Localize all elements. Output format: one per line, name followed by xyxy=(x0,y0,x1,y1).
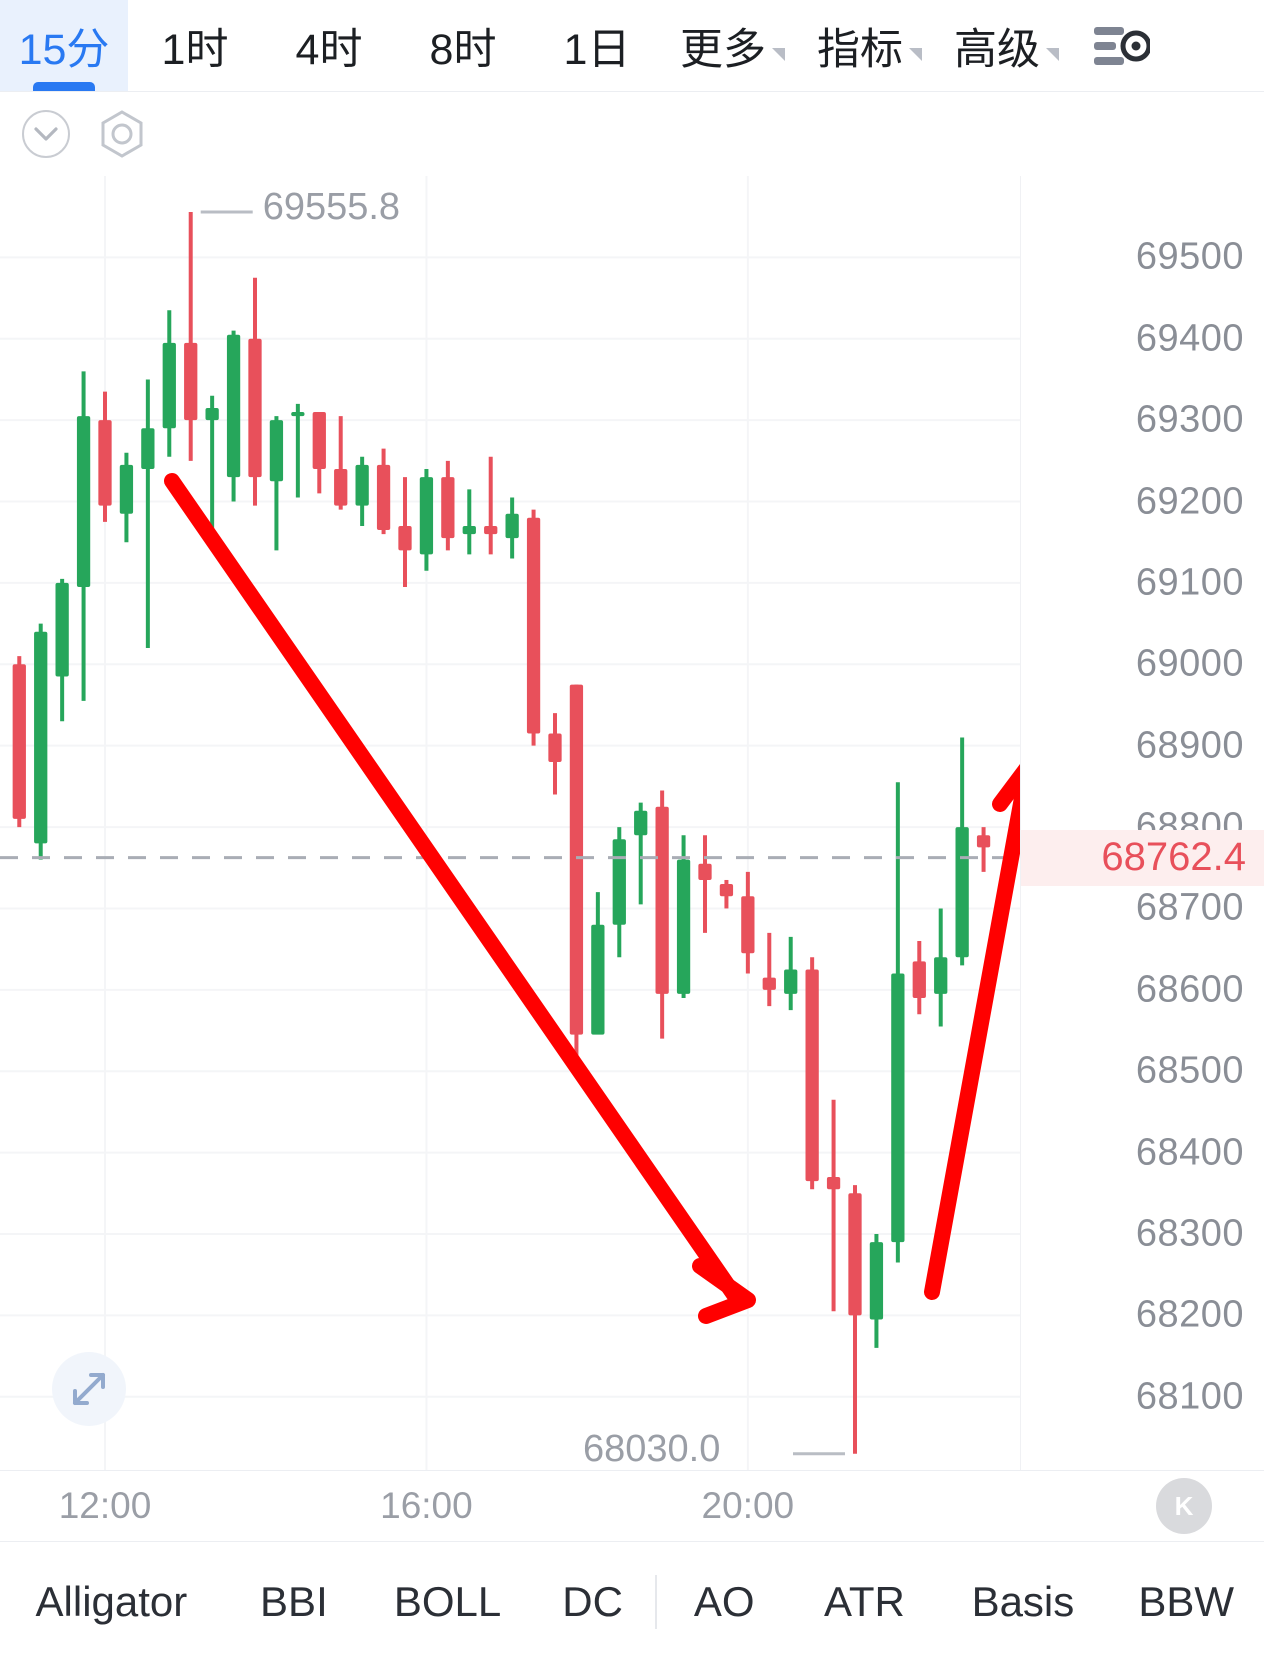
indicator-tab-label: BOLL xyxy=(393,1577,502,1625)
indicator-tab-basis[interactable]: Basis xyxy=(937,1578,1108,1626)
price-markers xyxy=(200,210,845,1456)
indicator-tab-label: Basis xyxy=(971,1577,1075,1625)
indicator-tab-label: Alligator xyxy=(35,1577,188,1625)
price-axis-tick: 68300 xyxy=(1135,1212,1244,1255)
price-axis-tick: 69100 xyxy=(1135,561,1244,604)
time-axis-tick: 12:00 xyxy=(58,1485,152,1526)
timeframe-tab-8h[interactable]: 8时 xyxy=(396,0,530,91)
period-low-label: 68030.0 xyxy=(583,1427,721,1470)
indicator-tab-boll[interactable]: BOLL xyxy=(365,1578,530,1626)
chevron-down-circle-icon xyxy=(34,127,58,141)
advanced-menu-button[interactable]: 高级 xyxy=(938,0,1075,91)
timeframe-tab-label: 8时 xyxy=(429,25,497,74)
price-axis-tick: 68700 xyxy=(1135,886,1244,929)
price-axis-tick: 69500 xyxy=(1135,235,1244,278)
candlestick-plot[interactable]: 69555.8 68030.0 xyxy=(0,176,1020,1470)
up-trend-arrow xyxy=(924,764,1020,1300)
price-axis-tick: 69000 xyxy=(1135,642,1244,685)
indicator-tab-label: DC xyxy=(562,1577,623,1625)
timeframe-tab-1h[interactable]: 1时 xyxy=(128,0,262,91)
indicator-tab-label: AO xyxy=(693,1577,755,1625)
time-axis: K 12:00 16:00 20:00 xyxy=(0,1470,1264,1542)
indicator-tab-dc[interactable]: DC xyxy=(530,1578,655,1626)
chart-area[interactable]: 69555.8 68030.0 69500 69400 69300 69200 6910… xyxy=(0,176,1264,1470)
timeframe-tab-1d[interactable]: 1日 xyxy=(530,0,664,91)
indicator-tabs: Alligator BBI BOLL DC AO ATR Basis BBW xyxy=(0,1543,1264,1660)
price-axis-tick: 68400 xyxy=(1135,1131,1244,1174)
chart-settings-button[interactable] xyxy=(1075,0,1167,91)
jump-to-latest-label: K xyxy=(1174,1490,1194,1521)
indicator-tab-bbw[interactable]: BBW xyxy=(1108,1578,1264,1626)
hex-nut-icon xyxy=(101,110,143,158)
drawn-arrows xyxy=(164,473,1020,1324)
magnet-tool-button[interactable] xyxy=(96,108,148,160)
price-axis-tick: 69200 xyxy=(1135,480,1244,523)
current-price-value: 68762.4 xyxy=(1101,835,1246,880)
indicator-tab-label: ATR xyxy=(823,1577,905,1625)
price-axis-tick: 68900 xyxy=(1135,724,1244,767)
indicator-tab-ao[interactable]: AO xyxy=(657,1578,791,1626)
timeframe-tab-label: 15分 xyxy=(18,25,110,74)
price-axis-tick: 68500 xyxy=(1135,1049,1244,1092)
more-menu-button[interactable]: 更多 xyxy=(664,0,801,91)
chart-tools-bar xyxy=(0,93,1264,175)
timeframe-tab-15m[interactable]: 15分 xyxy=(0,0,128,91)
chevron-down-icon xyxy=(1046,48,1059,61)
grid-lines xyxy=(0,176,1020,1470)
time-axis-tick: 16:00 xyxy=(380,1485,473,1526)
timeframe-tab-label: 1日 xyxy=(563,25,631,74)
current-price-badge[interactable]: 68762.4 xyxy=(1021,829,1264,886)
indicator-tab-label: BBI xyxy=(260,1577,328,1625)
chart-settings-icon xyxy=(1094,26,1150,65)
price-axis-tick: 68100 xyxy=(1135,1375,1244,1418)
price-axis-tick: 69300 xyxy=(1135,398,1244,441)
more-menu-label: 更多 xyxy=(680,25,766,74)
advanced-menu-label: 高级 xyxy=(954,25,1040,74)
candles xyxy=(12,211,991,1454)
indicator-tab-atr[interactable]: ATR xyxy=(791,1578,937,1626)
down-trend-arrow xyxy=(164,473,756,1324)
candlestick-svg[interactable] xyxy=(0,176,1020,1470)
fullscreen-button[interactable] xyxy=(52,1352,126,1426)
indicators-menu-label: 指标 xyxy=(817,25,903,74)
indicator-tab-label: BBW xyxy=(1138,1577,1235,1625)
indicator-tab-bbi[interactable]: BBI xyxy=(223,1578,365,1626)
jump-to-latest-button[interactable]: K xyxy=(1156,1478,1212,1534)
period-high-label: 69555.8 xyxy=(262,185,401,228)
collapse-panel-button[interactable] xyxy=(22,110,70,158)
price-axis-tick: 68200 xyxy=(1135,1293,1244,1336)
timeframe-tab-label: 4时 xyxy=(295,25,363,74)
chevron-down-icon xyxy=(909,48,922,61)
indicators-menu-button[interactable]: 指标 xyxy=(801,0,938,91)
timeframe-toolbar: 15分 1时 4时 8时 1日 更多 指标 高级 xyxy=(0,0,1264,92)
active-tab-indicator xyxy=(33,82,95,91)
timeframe-tab-4h[interactable]: 4时 xyxy=(262,0,396,91)
chevron-down-icon xyxy=(772,48,785,61)
indicator-tab-alligator[interactable]: Alligator xyxy=(0,1578,223,1626)
price-axis-tick: 68600 xyxy=(1135,968,1244,1011)
price-axis[interactable]: 69500 69400 69300 69200 69100 69000 68900 68800… xyxy=(1020,176,1264,1470)
expand-diagonal-icon xyxy=(73,1373,105,1405)
price-axis-tick: 69400 xyxy=(1135,317,1244,360)
timeframe-tab-label: 1时 xyxy=(161,25,229,74)
indicator-divider xyxy=(655,1574,657,1629)
time-axis-tick: 20:00 xyxy=(701,1485,795,1526)
